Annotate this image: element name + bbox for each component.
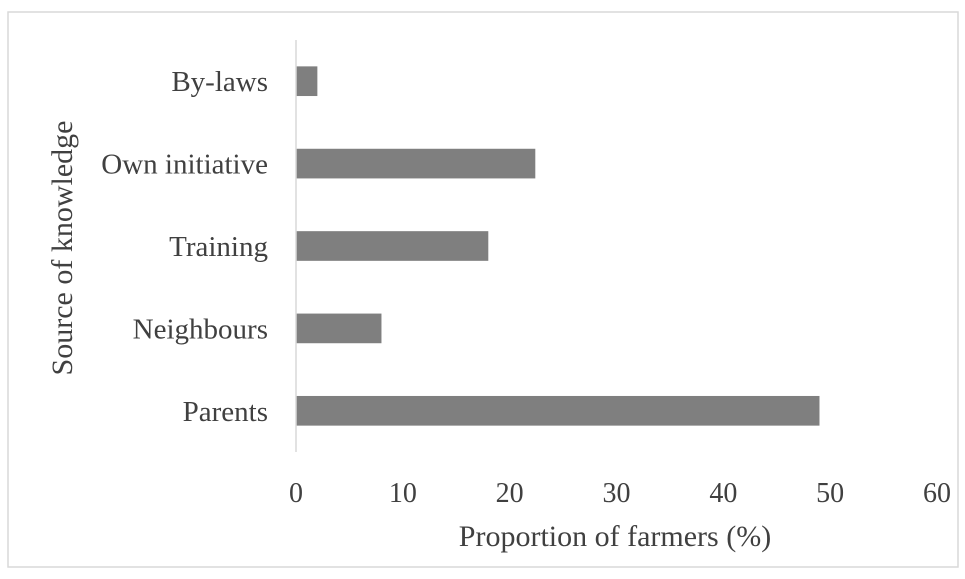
x-tick-label: 60 <box>923 478 951 509</box>
bar-training <box>296 231 489 261</box>
y-axis-title: Source of knowledge <box>46 121 79 376</box>
bar-parents <box>296 395 820 426</box>
x-axis-title: Proportion of farmers (%) <box>459 520 771 553</box>
x-tick-label: 50 <box>816 478 844 509</box>
category-label-parents: Parents <box>183 396 268 428</box>
x-tick-labels: 0 10 20 30 40 50 60 <box>289 478 951 509</box>
category-label-own-initiative: Own initiative <box>101 149 268 181</box>
category-label-by-laws: By-laws <box>171 66 268 98</box>
x-tick-label: 40 <box>709 478 737 509</box>
bar-neighbours <box>296 313 382 344</box>
category-label-neighbours: Neighbours <box>133 313 268 345</box>
bar-by-laws <box>296 66 318 97</box>
x-tick-label: 0 <box>289 478 303 509</box>
category-label-training: Training <box>169 231 268 263</box>
x-tick-label: 20 <box>496 478 524 509</box>
chart-border <box>7 11 959 568</box>
bars-layer <box>296 66 820 426</box>
x-tick-label: 30 <box>603 478 631 509</box>
x-tick-label: 10 <box>389 478 417 509</box>
bar-own-initiative <box>296 148 536 179</box>
category-labels: Parents Neighbours Training Own initiative B… <box>101 66 268 428</box>
